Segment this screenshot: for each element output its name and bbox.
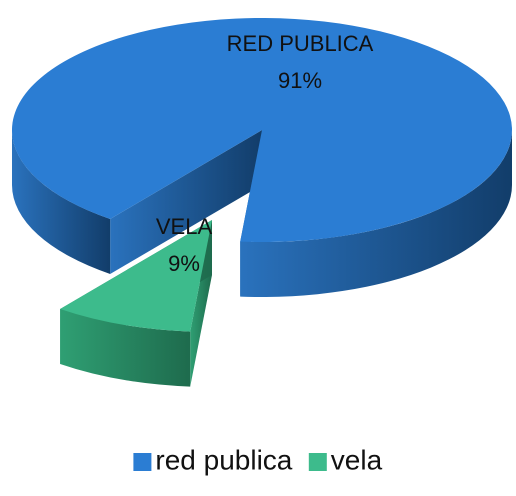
legend-swatch (133, 453, 152, 471)
data-label: 9% (168, 251, 200, 276)
slice (60, 220, 213, 387)
slice-side (240, 130, 512, 297)
slice-side (11, 130, 111, 274)
legend-label: red publica (155, 444, 292, 475)
data-label-name: RED PUBLICA (227, 31, 374, 56)
slice-face (110, 130, 262, 274)
slice-side (60, 308, 191, 387)
data-label-name: VELA (156, 214, 213, 239)
legend: red publica vela (133, 444, 383, 475)
slice-top (60, 220, 213, 332)
slice (11, 18, 512, 297)
legend-swatch (308, 453, 327, 471)
slice-top (11, 18, 512, 243)
data-label: 91% (278, 68, 322, 93)
legend-label: vela (331, 444, 383, 475)
